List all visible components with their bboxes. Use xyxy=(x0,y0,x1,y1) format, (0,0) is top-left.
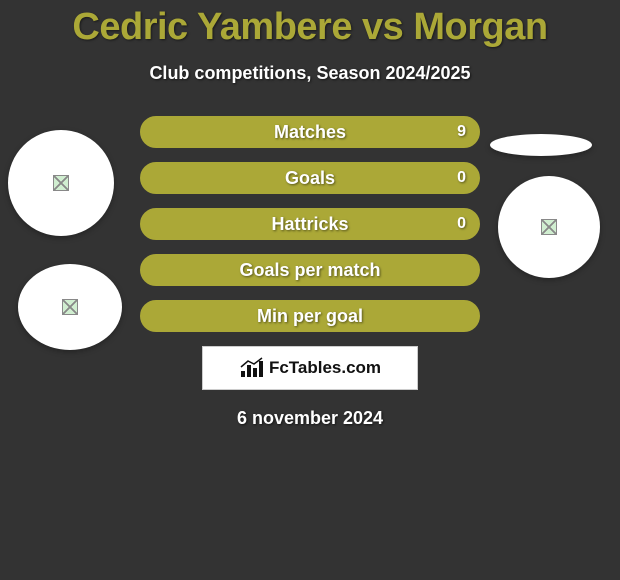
page-title: Cedric Yambere vs Morgan xyxy=(0,6,620,49)
bar-chart-icon xyxy=(239,357,265,379)
stat-right-value: 9 xyxy=(457,123,466,141)
stat-label: Matches xyxy=(142,122,478,143)
stats-table: Matches 9 Goals 0 Hattricks 0 Goals per … xyxy=(140,116,480,332)
brand-box: FcTables.com xyxy=(202,346,418,390)
stat-label: Hattricks xyxy=(142,214,478,235)
stat-row-goals-per-match: Goals per match xyxy=(140,254,480,286)
stat-right-value: 0 xyxy=(457,169,466,187)
player1-photo xyxy=(8,130,114,236)
date-line: 6 november 2024 xyxy=(0,408,620,429)
player2-club-logo xyxy=(490,134,592,156)
player2-photo xyxy=(498,176,600,278)
brand-text: FcTables.com xyxy=(269,358,381,378)
stat-row-goals: Goals 0 xyxy=(140,162,480,194)
broken-image-icon xyxy=(541,219,557,235)
stat-label: Min per goal xyxy=(142,306,478,327)
stat-right-value: 0 xyxy=(457,215,466,233)
stat-row-min-per-goal: Min per goal xyxy=(140,300,480,332)
player1-club-logo xyxy=(18,264,122,350)
stat-label: Goals per match xyxy=(142,260,478,281)
page-subtitle: Club competitions, Season 2024/2025 xyxy=(0,63,620,84)
stat-label: Goals xyxy=(142,168,478,189)
stat-row-hattricks: Hattricks 0 xyxy=(140,208,480,240)
broken-image-icon xyxy=(53,175,69,191)
broken-image-icon xyxy=(62,299,78,315)
stat-row-matches: Matches 9 xyxy=(140,116,480,148)
